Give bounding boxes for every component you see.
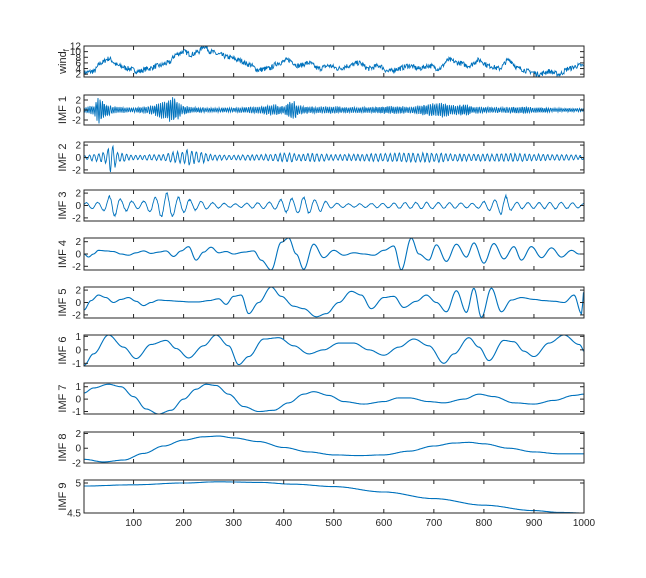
x-tick-label: 200 bbox=[175, 518, 192, 529]
y-tick-label: -2 bbox=[72, 310, 81, 321]
y-tick-label: -1 bbox=[72, 359, 81, 370]
x-tick-label: 300 bbox=[225, 518, 242, 529]
subplot-4: -202 IMF 3 bbox=[57, 189, 585, 224]
y-tick-label: 2 bbox=[75, 286, 81, 297]
signal-line bbox=[84, 435, 584, 463]
y-tick-label: 2 bbox=[75, 96, 81, 107]
x-tick-label: 700 bbox=[426, 518, 443, 529]
x-tick-label: 900 bbox=[526, 518, 543, 529]
x-tick-label: 500 bbox=[325, 518, 342, 529]
signal-line bbox=[84, 383, 584, 414]
subplot-9: -2 0 2 IMF 8 bbox=[57, 429, 585, 470]
y-tick-label: -2 bbox=[72, 213, 81, 224]
signal-line bbox=[84, 191, 584, 218]
y-tick-label: 12 bbox=[70, 42, 82, 53]
y-tick-label: 0 bbox=[75, 345, 81, 356]
subplot-2: -202 IMF 1 bbox=[57, 94, 585, 127]
y-tick-label: 2 bbox=[75, 429, 81, 440]
x-tick-label: 400 bbox=[275, 518, 292, 529]
y-tick-label: 4.5 bbox=[67, 509, 81, 520]
y-axis-label: IMF 5 bbox=[57, 288, 69, 316]
subplot-5: -20 2 IMF 4 bbox=[57, 237, 585, 273]
signal-line bbox=[84, 97, 584, 124]
x-tick-label: 1000 bbox=[573, 518, 596, 529]
y-tick-label: 0 bbox=[75, 106, 81, 117]
y-axis-label: IMF 9 bbox=[57, 482, 69, 510]
signal-line bbox=[84, 238, 584, 270]
y-axis-label: windf bbox=[57, 48, 71, 75]
y-tick-label: 8 bbox=[75, 53, 81, 64]
y-tick-label: -2 bbox=[72, 459, 81, 470]
y-tick-label: 0 bbox=[75, 201, 81, 212]
y-axis-label: IMF 7 bbox=[57, 384, 69, 412]
signal-line bbox=[84, 287, 584, 318]
y-axis-label: IMF 3 bbox=[57, 191, 69, 219]
subplot-3: -202 IMF 2 bbox=[57, 141, 585, 176]
y-tick-label: 0 bbox=[75, 298, 81, 309]
y-axis-label: IMF 4 bbox=[57, 240, 69, 268]
subplot-10: 4.5 5 IMF 9 bbox=[57, 479, 585, 520]
x-tick-label: 800 bbox=[476, 518, 493, 529]
subplot-6: -202 IMF 5 bbox=[57, 286, 585, 321]
y-tick-label: 0 bbox=[75, 250, 81, 261]
signal-line bbox=[84, 144, 584, 173]
axes-box bbox=[83, 334, 585, 367]
axes-box bbox=[83, 45, 585, 78]
y-tick-label: 1 bbox=[75, 332, 81, 343]
y-tick-label: 2 bbox=[75, 70, 81, 81]
y-tick-label: 4 bbox=[75, 64, 81, 75]
axes-box bbox=[83, 382, 585, 415]
x-tick-label: 600 bbox=[375, 518, 392, 529]
y-tick-label: 2 bbox=[75, 189, 81, 200]
y-axis-label: IMF 2 bbox=[57, 143, 69, 171]
y-axis-label: IMF 8 bbox=[57, 433, 69, 461]
x-tick-label: 100 bbox=[125, 518, 142, 529]
subplot-7: -1 0 1 IMF 6 bbox=[57, 332, 585, 370]
signal-line bbox=[84, 335, 584, 366]
y-axis-label: IMF 1 bbox=[57, 96, 69, 124]
signal-line bbox=[84, 481, 584, 513]
y-tick-label: 2 bbox=[75, 141, 81, 152]
y-tick-label: 10 bbox=[70, 47, 82, 58]
x-axis-ticks: 100 200 300 400 500 600 700 800 900 1000 bbox=[125, 518, 595, 529]
y-tick-label: 1 bbox=[75, 382, 81, 393]
subplot-8: -10 1 IMF 7 bbox=[57, 382, 585, 418]
y-axis-label: IMF 6 bbox=[57, 336, 69, 364]
y-tick-label: -2 bbox=[72, 262, 81, 273]
y-tick-label: 0 bbox=[75, 153, 81, 164]
y-tick-label: 5 bbox=[75, 479, 81, 490]
y-tick-label: -1 bbox=[72, 407, 81, 418]
y-tick-label: -2 bbox=[72, 116, 81, 127]
y-tick-label: 6 bbox=[75, 58, 81, 69]
y-tick-label: -2 bbox=[72, 165, 81, 176]
axes-box bbox=[83, 237, 585, 271]
y-tick-label: 0 bbox=[75, 444, 81, 455]
signal-line bbox=[84, 46, 584, 77]
y-tick-label: 0 bbox=[75, 395, 81, 406]
y-tick-label: 2 bbox=[75, 237, 81, 248]
